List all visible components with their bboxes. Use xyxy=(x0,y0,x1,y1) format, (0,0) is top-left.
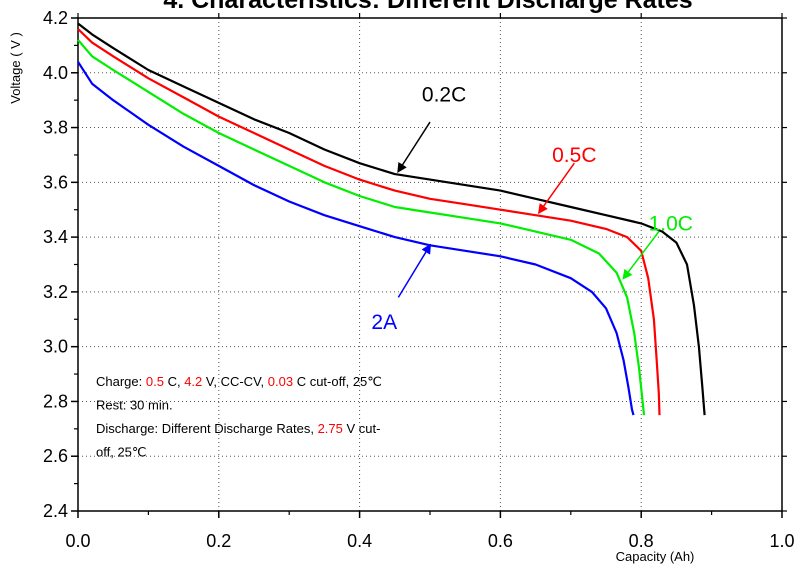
x-tick-label: 0.6 xyxy=(488,531,513,551)
note-segment: Rest: 30 min. xyxy=(96,398,173,413)
x-tick-label: 0.0 xyxy=(65,531,90,551)
series-label-0-2c: 0.2C xyxy=(422,84,466,107)
tick-labels: 0.0 0.2 0.4 0.6 0.8 1.0 2.4 2.6 2.8 3.0 3.2 3.4 3.6 3… xyxy=(43,8,795,551)
series-annotations: 0.2C 0.5C 1.0C 2A xyxy=(371,84,693,334)
series-label-2a: 2A xyxy=(371,311,397,334)
y-tick-label: 3.6 xyxy=(43,172,68,192)
series-line-1-0c xyxy=(77,39,646,416)
note-line: Charge: 0.5 C, 4.2 V, CC-CV, 0.03 C cut-… xyxy=(96,374,382,389)
y-tick-label: 3.2 xyxy=(43,282,68,302)
note-segment: Discharge: Different Discharge Rates, xyxy=(96,421,318,436)
note-segment: C cut-off, 25℃ xyxy=(293,374,382,389)
note-segment: C, xyxy=(164,374,184,389)
series-line-0-2c xyxy=(77,22,706,416)
x-tick-label: 0.4 xyxy=(347,531,372,551)
y-tick-label: 3.4 xyxy=(43,227,68,247)
note-line: Rest: 30 min. xyxy=(96,398,173,413)
annotation-arrow-1-0c xyxy=(622,231,660,280)
test-conditions-note: Charge: 0.5 C, 4.2 V, CC-CV, 0.03 C cut-… xyxy=(96,374,382,460)
note-segment: off, 25℃ xyxy=(96,445,147,460)
series-line-0-5c xyxy=(77,28,661,416)
note-segment: 0.5 xyxy=(146,374,164,389)
chart-title: 4. Characteristics: Different Discharge … xyxy=(163,0,692,14)
y-tick-label: 2.8 xyxy=(43,391,68,411)
series-label-1-0c: 1.0C xyxy=(649,212,693,235)
series-line-2a xyxy=(77,61,635,416)
y-axis-label: Voltage ( V ) xyxy=(8,32,23,104)
x-tick-label: 1.0 xyxy=(769,531,794,551)
note-segment: V cut- xyxy=(343,421,381,436)
x-axis-label: Capacity (Ah) xyxy=(616,549,695,564)
note-segment: 4.2 xyxy=(184,374,202,389)
y-tick-label: 4.2 xyxy=(43,8,68,28)
y-tick-label: 3.8 xyxy=(43,118,68,138)
note-segment: 0.03 xyxy=(268,374,293,389)
annotation-arrow-2a xyxy=(397,243,432,298)
note-line: Discharge: Different Discharge Rates, 2.… xyxy=(96,421,380,436)
annotation-arrow-0-2c xyxy=(397,121,431,174)
note-line: off, 25℃ xyxy=(96,445,147,460)
x-tick-label: 0.2 xyxy=(206,531,231,551)
tick-marks xyxy=(71,13,787,518)
y-tick-label: 2.6 xyxy=(43,446,68,466)
series-lines xyxy=(77,22,706,416)
note-segment: 2.75 xyxy=(318,421,343,436)
y-tick-label: 2.4 xyxy=(43,501,68,521)
y-tick-label: 4.0 xyxy=(43,63,68,83)
y-tick-label: 3.0 xyxy=(43,337,68,357)
note-segment: Charge: xyxy=(96,374,146,389)
x-tick-label: 0.8 xyxy=(629,531,654,551)
series-label-0-5c: 0.5C xyxy=(552,144,596,167)
note-segment: V, CC-CV, xyxy=(202,374,268,389)
grid-lines xyxy=(78,18,782,511)
annotation-arrow-0-5c xyxy=(537,162,575,215)
